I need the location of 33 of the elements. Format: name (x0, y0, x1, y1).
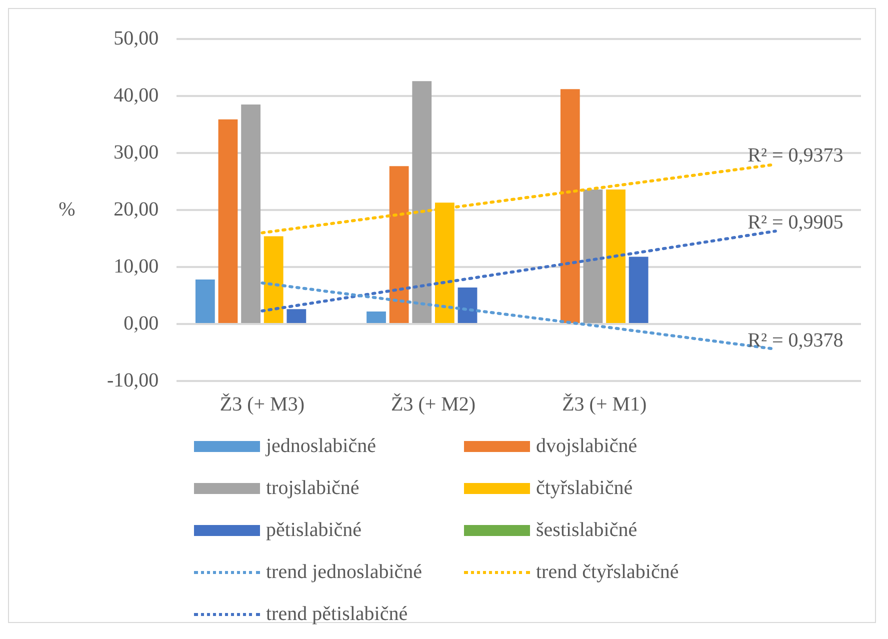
legend-label: čtyřslabičné (536, 476, 633, 500)
bar (560, 89, 580, 323)
legend-label: trend pětislabičné (266, 602, 408, 626)
bar (218, 119, 238, 323)
legend-label: trend jednoslabičné (266, 560, 422, 584)
annotation: R² = 0,9373 (748, 144, 844, 167)
x-tick-label: Ž3 (+ M3) (220, 392, 305, 416)
y-tick-label: 30,00 (114, 141, 159, 164)
legend-label: trojslabičné (266, 476, 360, 500)
legend-label: pětislabičné (266, 518, 362, 542)
bar (241, 104, 260, 323)
bar (389, 166, 409, 323)
bar (458, 288, 478, 323)
bar (366, 311, 386, 323)
bar (412, 81, 432, 323)
y-tick-label: 50,00 (114, 27, 159, 50)
legend-label: trend čtyřslabičné (536, 560, 679, 584)
y-tick-label: 20,00 (114, 198, 159, 220)
annotation: R² = 0,9905 (748, 211, 844, 234)
bar (583, 189, 603, 323)
legend-label: šestislabičné (536, 518, 638, 542)
y-tick-label: 10,00 (114, 255, 159, 278)
bar (195, 280, 215, 323)
legend-label: jednoslabičné (266, 434, 376, 458)
y-tick-label: -10,00 (106, 369, 159, 392)
y-tick-label: 0,00 (124, 312, 159, 334)
x-tick-label: Ž3 (+ M1) (562, 392, 647, 416)
bar (264, 236, 284, 323)
y-tick-label: 40,00 (114, 84, 159, 106)
x-tick-label: Ž3 (+ M2) (390, 392, 476, 416)
y-axis-title: % (58, 198, 76, 220)
legend-label: dvojslabičné (536, 434, 638, 458)
annotation: R² = 0,9378 (748, 329, 844, 352)
